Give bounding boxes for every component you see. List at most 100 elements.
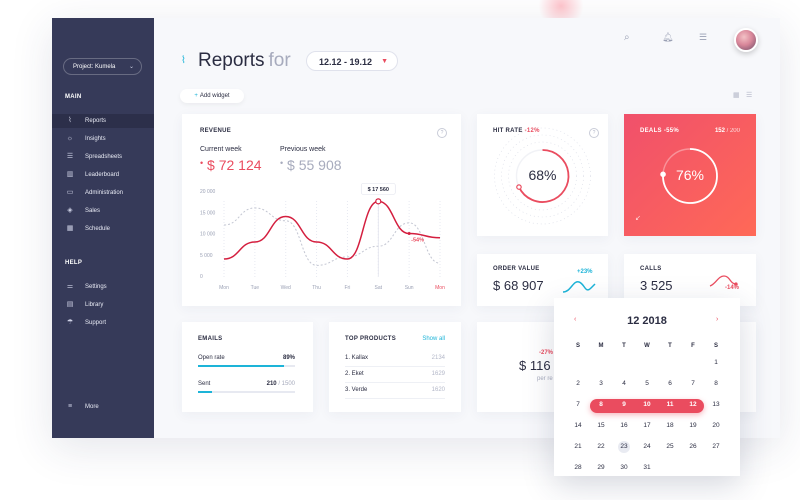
open-rate-fill <box>198 365 285 367</box>
section-title-help: HELP <box>65 260 83 266</box>
help-icon[interactable]: ? <box>589 128 599 138</box>
date-range-selector[interactable]: 12.12 - 19.12 ▼ <box>306 51 398 71</box>
revenue-chart: 20 000 15 000 10 000 5 000 0 Mon Tue Wed Thu Fri S… <box>200 183 445 291</box>
list-view-icon[interactable]: ☰ <box>746 92 753 99</box>
hit-rate-ring <box>494 127 591 225</box>
calendar-day[interactable]: 7 <box>576 401 580 408</box>
ring-knob <box>516 184 522 190</box>
x-tick-label: Sun <box>405 285 414 291</box>
sent-label: Sent <box>198 381 211 387</box>
show-all-link[interactable]: Show all <box>422 336 445 342</box>
previous-week-dot: • <box>280 158 284 168</box>
x-tick-label: Sat <box>375 285 383 291</box>
calendar-day[interactable]: 25 <box>666 443 674 450</box>
calendar-day[interactable]: 8 <box>714 380 718 387</box>
calendar-day[interactable]: 15 <box>597 422 605 429</box>
add-widget-button[interactable]: + Add widget <box>180 89 244 103</box>
calendar-month: 12 2018 <box>627 315 667 327</box>
calendar-day[interactable]: 22 <box>597 443 605 450</box>
calendar-day[interactable]: 2 <box>576 380 580 387</box>
series-line-previous-week <box>223 207 441 266</box>
x-tick-label: Tue <box>251 285 260 291</box>
calendar-day[interactable]: 23 <box>620 443 628 450</box>
emails-title: EMAILS <box>198 336 223 342</box>
series-line-current-week <box>223 200 441 260</box>
calendar-day[interactable]: 6 <box>668 380 672 387</box>
sliders-icon[interactable]: ☰ <box>699 32 708 42</box>
x-tick-label: Thu <box>312 285 321 291</box>
project-selector[interactable]: Project: Kumela ⌄ <box>63 58 142 75</box>
chart-tooltip <box>360 183 396 195</box>
product-value: 1620 <box>431 387 445 393</box>
bell-icon[interactable]: 🔔︎ <box>662 32 674 42</box>
calendar-range-highlight <box>590 399 704 413</box>
podium-icon: ▥ <box>66 171 74 178</box>
calendar-day[interactable]: 18 <box>666 422 674 429</box>
y-tick-label: 10 000 <box>200 232 216 238</box>
calendar-day[interactable]: 16 <box>620 422 628 429</box>
calendar-day[interactable]: 11 <box>666 401 674 408</box>
deals-title-text: DEALS <box>640 128 662 134</box>
calls-value: 3 525 <box>640 278 673 293</box>
top-products-card: TOP PRODUCTS Show all 1. Kallax 2134 2. Ek… <box>329 322 461 412</box>
calendar-weekday: M <box>598 343 604 349</box>
chevron-left-icon[interactable]: ‹ <box>574 316 577 323</box>
calendar-day[interactable]: 19 <box>689 422 697 429</box>
chevron-right-icon[interactable]: › <box>716 316 719 323</box>
ring-decor <box>508 141 577 211</box>
sidebar-item-insights[interactable]: ☼ Insights <box>52 132 154 146</box>
calendar-day[interactable]: 10 <box>643 401 651 408</box>
calendar-day[interactable]: 27 <box>712 443 720 450</box>
calendar-day[interactable]: 5 <box>645 380 649 387</box>
calendar-day[interactable]: 9 <box>622 401 626 408</box>
top-products-title: TOP PRODUCTS <box>345 336 397 342</box>
calendar-day[interactable]: 14 <box>574 422 582 429</box>
partial-change: -27% <box>539 350 554 356</box>
product-name: 2. Eket <box>345 371 364 377</box>
calendar-weekday: T <box>622 343 626 349</box>
calendar-day[interactable]: 7 <box>691 380 695 387</box>
previous-week-label: Previous week <box>280 146 326 153</box>
calendar-day[interactable]: 30 <box>620 464 628 471</box>
order-value-sparkline <box>562 281 596 293</box>
project-label: Project: Kumela <box>73 64 116 70</box>
sidebar-item-schedule[interactable]: ▦ Schedule <box>52 222 154 236</box>
y-tick-label: 0 <box>200 274 203 280</box>
calendar-day[interactable]: 28 <box>574 464 582 471</box>
calendar-day[interactable]: 3 <box>599 380 603 387</box>
sidebar-item-leaderboard[interactable]: ▥ Leaderboard <box>52 168 154 182</box>
sidebar-item-reports[interactable]: ⌇ Reports <box>52 114 154 128</box>
calendar-day[interactable]: 24 <box>643 443 651 450</box>
sidebar-item-library[interactable]: ▤ Library <box>52 298 154 312</box>
calendar-day[interactable]: 17 <box>643 422 651 429</box>
order-value-card: ORDER VALUE $ 68 907 +23% <box>477 254 608 306</box>
ring-decor <box>501 134 584 218</box>
calendar-day[interactable]: 1 <box>714 359 718 366</box>
calls-change: -14% <box>725 285 740 291</box>
calendar-day[interactable]: 13 <box>712 401 720 408</box>
calendar-day[interactable]: 20 <box>712 422 720 429</box>
grid-view-icon[interactable]: ▦ <box>733 92 740 99</box>
product-divider <box>345 382 445 383</box>
calendar-day[interactable]: 12 <box>689 401 697 408</box>
sidebar-item-settings[interactable]: ⚌ Settings <box>52 280 154 294</box>
sidebar-item-label: Insights <box>85 136 106 142</box>
sidebar-item-spreadsheets[interactable]: ☰ Spreadsheets <box>52 150 154 164</box>
calendar-day[interactable]: 26 <box>689 443 697 450</box>
deals-count-total: / 200 <box>726 128 740 134</box>
calendar-day[interactable]: 29 <box>597 464 605 471</box>
sidebar-item-label: Support <box>85 320 107 326</box>
search-icon[interactable]: ⌕ <box>624 32 630 43</box>
peak-point[interactable] <box>375 198 382 205</box>
sidebar-item-support[interactable]: ☂ Support <box>52 316 154 330</box>
calendar-day[interactable]: 4 <box>622 380 626 387</box>
sidebar-item-more[interactable]: ≡ More <box>52 400 154 414</box>
previous-week-amount: $ 55 908 <box>287 157 342 173</box>
help-icon[interactable]: ? <box>437 128 447 138</box>
calendar-day[interactable]: 31 <box>643 464 651 471</box>
calendar-day[interactable]: 8 <box>599 401 603 408</box>
calendar-day[interactable]: 21 <box>574 443 582 450</box>
sidebar-item-administration[interactable]: ▭ Administration <box>52 186 154 200</box>
sidebar-item-sales[interactable]: ◈ Sales <box>52 204 154 218</box>
avatar[interactable] <box>734 28 758 52</box>
